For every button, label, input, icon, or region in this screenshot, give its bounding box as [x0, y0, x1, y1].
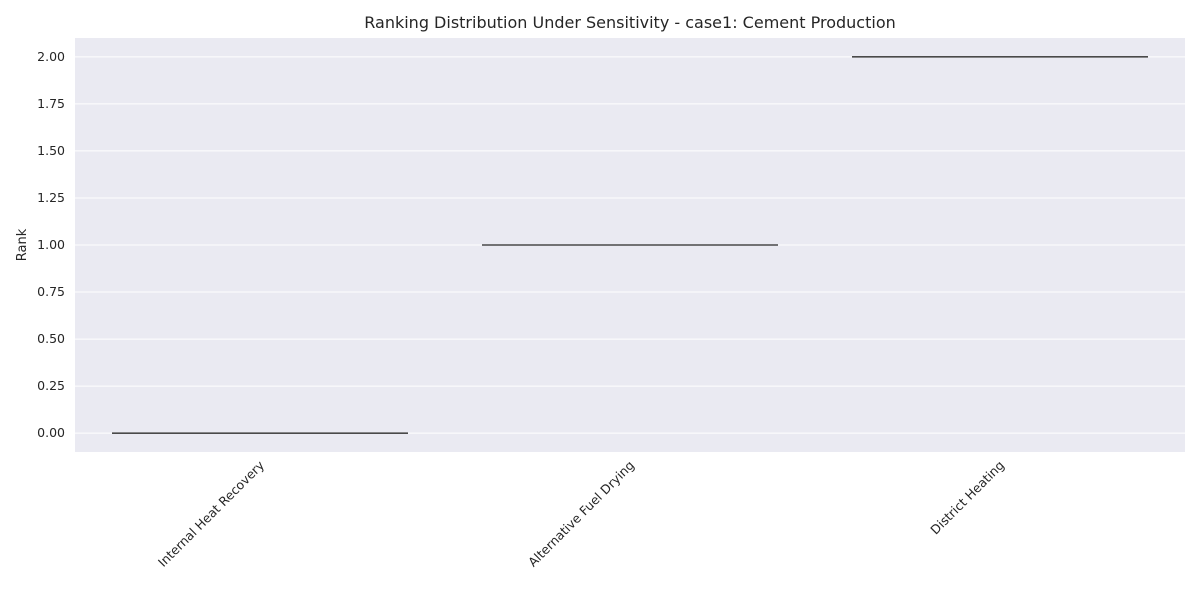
y-tick-label: 1.00	[37, 237, 65, 252]
chart-title: Ranking Distribution Under Sensitivity -…	[364, 13, 896, 32]
x-tick-labels: Internal Heat Recovery Alternative Fuel D…	[155, 457, 1007, 570]
y-axis-label: Rank	[15, 228, 30, 261]
x-tick-label: Internal Heat Recovery	[155, 457, 268, 570]
x-tick-label: Alternative Fuel Drying	[525, 458, 637, 570]
y-tick-label: 2.00	[37, 49, 65, 64]
y-tick-label: 0.75	[37, 284, 65, 299]
x-tick-label: District Heating	[927, 458, 1007, 538]
y-tick-label: 1.25	[37, 190, 65, 205]
y-tick-label: 1.50	[37, 143, 65, 158]
y-tick-label: 0.50	[37, 331, 65, 346]
y-tick-label: 0.25	[37, 378, 65, 393]
box-marks	[112, 56, 1148, 434]
y-tick-label: 0.00	[37, 425, 65, 440]
y-tick-label: 1.75	[37, 96, 65, 111]
y-tick-labels: 0.00 0.25 0.50 0.75 1.00 1.25 1.50 1.75 2.00	[37, 49, 65, 440]
